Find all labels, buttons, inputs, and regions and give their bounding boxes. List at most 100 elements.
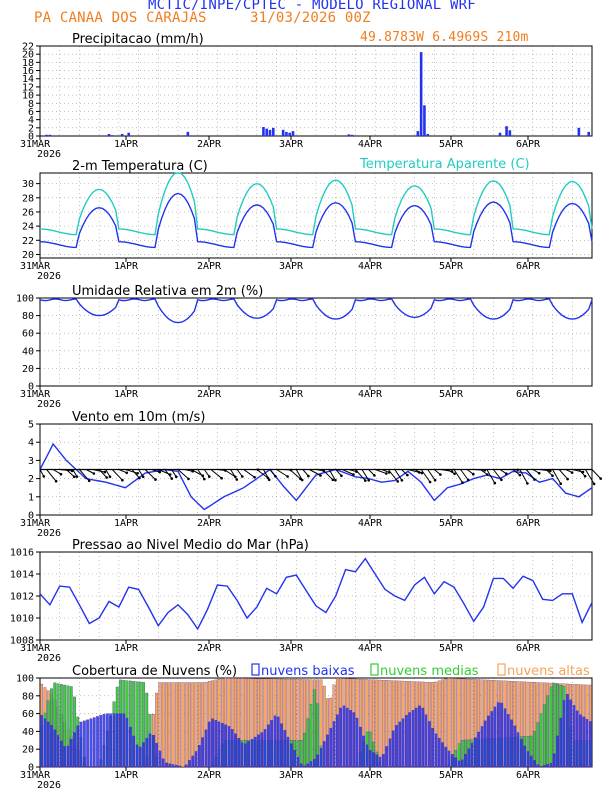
pressure-line — [39, 557, 593, 631]
cloud-bar-baixas — [40, 715, 44, 768]
cloud-bar-baixas — [168, 763, 172, 768]
wind-arrow-head — [59, 472, 63, 476]
panel-title-pressure: Pressao ao Nivel Medio do Mar (hPa) — [72, 538, 309, 553]
cloud-bar-altas — [165, 682, 168, 768]
x-tick-label: 1APR — [114, 643, 139, 654]
cloud-bar-baixas — [122, 713, 126, 768]
precip-bar — [508, 130, 512, 136]
cloud-bar-baixas — [335, 714, 339, 768]
wind-arrow — [387, 469, 399, 482]
wind-arrow-head — [518, 473, 522, 477]
wind-arrow — [355, 469, 366, 481]
wind-arrow — [98, 469, 108, 478]
cloud-bar-baixas — [418, 705, 421, 768]
x-tick-label: 2APR — [197, 261, 222, 272]
cloud-bar-baixas — [516, 732, 520, 768]
wind-arrow — [203, 469, 210, 477]
wind-arrow-head — [367, 479, 371, 482]
wind-arrow — [39, 469, 45, 477]
cloud-bar-baixas — [572, 705, 576, 768]
cloud-bar-baixas — [260, 732, 264, 768]
cloud-bar-altas — [381, 680, 385, 768]
cloud-bar-baixas — [230, 729, 234, 768]
wind-arrow-head — [220, 476, 223, 480]
wind-arrow-head — [121, 478, 124, 482]
x-tick-label: 5APR — [439, 139, 464, 150]
wind-arrow-head — [141, 475, 145, 479]
cloud-bar-baixas — [102, 714, 106, 768]
cloud-bar-baixas — [253, 736, 257, 768]
cloud-bar-baixas — [283, 730, 287, 768]
y-tick-label: 5 — [28, 420, 34, 431]
cloud-bar-medias — [312, 689, 316, 768]
cloud-bar-baixas — [493, 706, 497, 768]
y-tick-label: 20 — [22, 745, 34, 756]
x-tick-label: 31MAR — [20, 389, 51, 400]
wind-arrow-head — [154, 478, 157, 481]
wind-arrow — [144, 469, 156, 480]
series-line-cyan — [39, 172, 593, 236]
wind-arrow — [394, 469, 403, 481]
cloud-bar-baixas — [388, 738, 392, 768]
wind-arrow-head — [483, 469, 487, 472]
cloud-bar-altas — [181, 682, 185, 768]
cloud-bar-baixas — [273, 715, 277, 768]
cloud-bar-baixas — [503, 708, 507, 768]
wind-arrow-head — [516, 468, 519, 472]
y-tick-label: 0 — [28, 511, 34, 522]
precip-bar — [416, 131, 420, 136]
plot-frame — [39, 172, 593, 259]
y-tick-label: 1014 — [10, 570, 34, 581]
x-tick-label: 5APR — [439, 389, 464, 400]
cloud-bar-baixas — [69, 739, 73, 768]
wind-arrow-head — [331, 478, 335, 482]
cloud-bar-baixas — [362, 735, 366, 768]
wind-arrow-head — [461, 481, 464, 484]
cloud-bar-baixas — [165, 762, 168, 768]
cloud-bar-baixas — [372, 752, 375, 768]
wind-arrow-head — [373, 474, 376, 477]
y-tick-label: 0 — [28, 132, 34, 143]
cloud-bar-baixas — [309, 761, 313, 768]
wind-arrow-head — [187, 477, 190, 481]
cloud-bar-baixas — [427, 721, 431, 768]
y-tick-label: 80 — [22, 691, 34, 702]
wind-arrow — [243, 469, 255, 478]
cloud-bar-baixas — [385, 746, 389, 768]
precip-bar — [426, 133, 430, 136]
wind-arrow — [407, 469, 420, 473]
cloud-bar-baixas — [105, 713, 109, 768]
wind-arrow-head — [500, 478, 503, 482]
cloud-bar-altas — [178, 682, 182, 768]
wind-arrow-head — [549, 469, 552, 473]
cloud-bar-baixas — [125, 717, 129, 768]
y-tick-label: 12 — [22, 82, 34, 93]
precip-bar — [45, 134, 48, 136]
wind-arrow-head — [420, 471, 424, 475]
wind-arrow — [328, 469, 336, 481]
cloud-bar-baixas — [211, 718, 214, 768]
precip-bar — [288, 132, 292, 136]
cloud-bar-baixas — [119, 713, 122, 768]
cloud-bar-baixas — [280, 723, 283, 768]
plot-frame — [39, 297, 593, 387]
legend-apparent-temp: Temperatura Aparente (C) — [359, 157, 530, 172]
precip-bar — [127, 132, 131, 136]
x-tick-label: 1APR — [114, 770, 139, 781]
cloud-bar-baixas — [188, 760, 191, 768]
wind-arrow-head — [274, 475, 277, 478]
cloud-bar-baixas — [539, 766, 543, 768]
cloud-bar-baixas — [358, 726, 362, 768]
precip-bar — [498, 132, 502, 136]
precip-bar — [505, 126, 508, 136]
x-tick-label: 5APR — [439, 261, 464, 272]
cloud-bar-baixas — [585, 719, 589, 768]
wind-arrow — [591, 469, 602, 479]
x-tick-label: 5APR — [439, 518, 464, 529]
precip-bar — [186, 131, 190, 136]
y-tick-label: 20 — [22, 364, 34, 375]
cloud-bar-baixas — [473, 737, 477, 768]
wind-arrow — [539, 469, 551, 472]
wind-arrow-head — [235, 478, 239, 481]
legend-label: nuvens baixas — [261, 664, 355, 679]
